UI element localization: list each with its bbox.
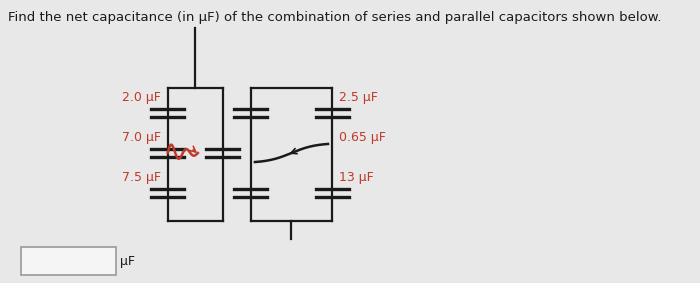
Text: 7.0 μF: 7.0 μF — [122, 130, 161, 143]
Text: 7.5 μF: 7.5 μF — [122, 170, 161, 183]
FancyBboxPatch shape — [21, 247, 116, 275]
Text: 0.65 μF: 0.65 μF — [339, 130, 386, 143]
Text: 13 μF: 13 μF — [339, 170, 374, 183]
Text: 2.0 μF: 2.0 μF — [122, 91, 161, 104]
Text: 2.5 μF: 2.5 μF — [339, 91, 378, 104]
Text: μF: μF — [120, 254, 135, 267]
Text: Find the net capacitance (in μF) of the combination of series and parallel capac: Find the net capacitance (in μF) of the … — [8, 11, 661, 24]
